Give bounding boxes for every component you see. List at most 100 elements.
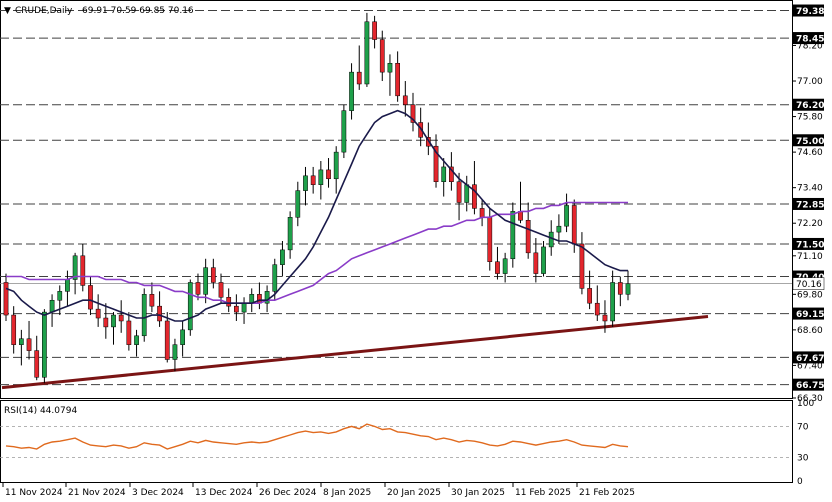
candles-group <box>3 12 631 384</box>
rsi-pane-border <box>0 400 793 483</box>
rsi-line <box>5 423 629 450</box>
candle-body <box>95 308 101 319</box>
level-tag <box>793 134 824 147</box>
candle-body <box>402 95 408 105</box>
main-pane-border <box>0 0 793 399</box>
candle-body <box>26 338 32 351</box>
level-label: 79.38 <box>796 7 824 17</box>
level-label: 76.20 <box>796 101 824 111</box>
candle-body <box>164 320 170 360</box>
time-tick-label: 13 Dec 2024 <box>195 488 253 498</box>
last-price-tag <box>792 277 825 290</box>
candle-body <box>241 302 247 313</box>
candle-body <box>449 166 454 182</box>
candle-body <box>134 335 139 345</box>
time-tick-label: 21 Nov 2024 <box>68 488 126 498</box>
price-tick-label: 71.10 <box>797 252 823 262</box>
candle-body <box>149 294 155 307</box>
price-tick-label: 77.00 <box>797 77 823 87</box>
candle-body <box>464 184 470 203</box>
candle-body <box>602 314 608 322</box>
candle-body <box>564 205 569 227</box>
candle-body <box>456 181 462 203</box>
candle-body <box>303 175 308 191</box>
fast-moving-average <box>5 109 628 322</box>
candle-body <box>487 217 493 262</box>
time-tick-label: 11 Feb 2025 <box>515 488 571 498</box>
candle-body <box>3 282 9 316</box>
candle-body <box>479 208 485 218</box>
price-tick-label: 72.20 <box>797 219 823 229</box>
candle-body <box>379 39 385 73</box>
level-tag <box>793 4 824 17</box>
last-price-label: 70.16 <box>796 280 822 290</box>
candle-body <box>333 151 339 180</box>
ohlc-values: 69.91 70.59 69.85 70.16 <box>82 6 194 16</box>
candle-body <box>118 314 124 322</box>
candle-body <box>495 261 500 274</box>
rsi-tick-label: 70 <box>797 422 809 432</box>
candle-body <box>349 71 354 111</box>
level-tag <box>793 351 824 364</box>
candle-body <box>195 282 201 295</box>
candle-body <box>72 255 78 280</box>
price-tick-label: 67.40 <box>797 361 823 371</box>
candle-body <box>472 184 477 209</box>
candle-body <box>433 145 439 182</box>
candle-body <box>541 246 546 274</box>
candle-body <box>364 21 370 85</box>
candle-body <box>226 297 232 307</box>
candle-body <box>157 305 162 322</box>
price-tick-label: 78.20 <box>797 41 823 51</box>
candle-body <box>88 285 93 310</box>
level-tag <box>793 32 824 45</box>
candle-body <box>264 291 270 304</box>
candle-body <box>410 104 416 123</box>
candle-body <box>617 282 623 295</box>
candle-body <box>187 282 193 331</box>
time-tick-label: 11 Nov 2024 <box>5 488 63 498</box>
candle-body <box>441 166 447 182</box>
candle-body <box>571 205 577 245</box>
rsi-header: RSI(14) 44.0794 <box>4 406 77 416</box>
candle-body <box>234 305 239 313</box>
candle-body <box>326 169 331 180</box>
chart-header: ▼ CRUDE,Daily 69.91 70.59 69.85 70.16 RS… <box>4 6 194 416</box>
candle-body <box>295 190 301 218</box>
candle-body <box>548 231 554 248</box>
candle-body <box>625 283 631 295</box>
candle-body <box>502 258 508 274</box>
support-trendline <box>1 315 709 390</box>
candle-body <box>280 249 285 265</box>
candle-body <box>587 288 592 304</box>
level-label: 75.00 <box>796 137 824 147</box>
level-tag <box>793 307 824 320</box>
candle-body <box>218 282 224 298</box>
candle-body <box>18 338 24 345</box>
dropdown-triangle-icon[interactable]: ▼ <box>4 6 11 16</box>
trendline-group <box>1 315 709 390</box>
candle-body <box>80 255 86 286</box>
candle-body <box>65 279 70 292</box>
candle-body <box>287 217 293 251</box>
candle-body <box>556 225 562 233</box>
candle-body <box>172 344 178 360</box>
candle-body <box>42 311 47 378</box>
candle-body <box>141 294 147 337</box>
candle-body <box>103 317 109 328</box>
level-tag <box>793 98 824 111</box>
candle-body <box>510 211 516 260</box>
rsi-tick-label: 0 <box>797 477 803 487</box>
level-label: 69.15 <box>796 310 824 320</box>
price-axis: 79.3878.4576.2075.0072.8571.5070.4069.15… <box>792 4 825 404</box>
candle-body <box>310 175 316 185</box>
price-tick-label: 69.80 <box>797 290 823 300</box>
candle-body <box>579 243 585 289</box>
price-tick-label: 74.60 <box>797 148 823 158</box>
time-tick-label: 21 Feb 2025 <box>579 488 635 498</box>
time-tick-label: 30 Jan 2025 <box>451 488 505 498</box>
candle-body <box>372 21 377 40</box>
main-pane-frame <box>0 0 793 483</box>
candle-body <box>610 282 616 322</box>
